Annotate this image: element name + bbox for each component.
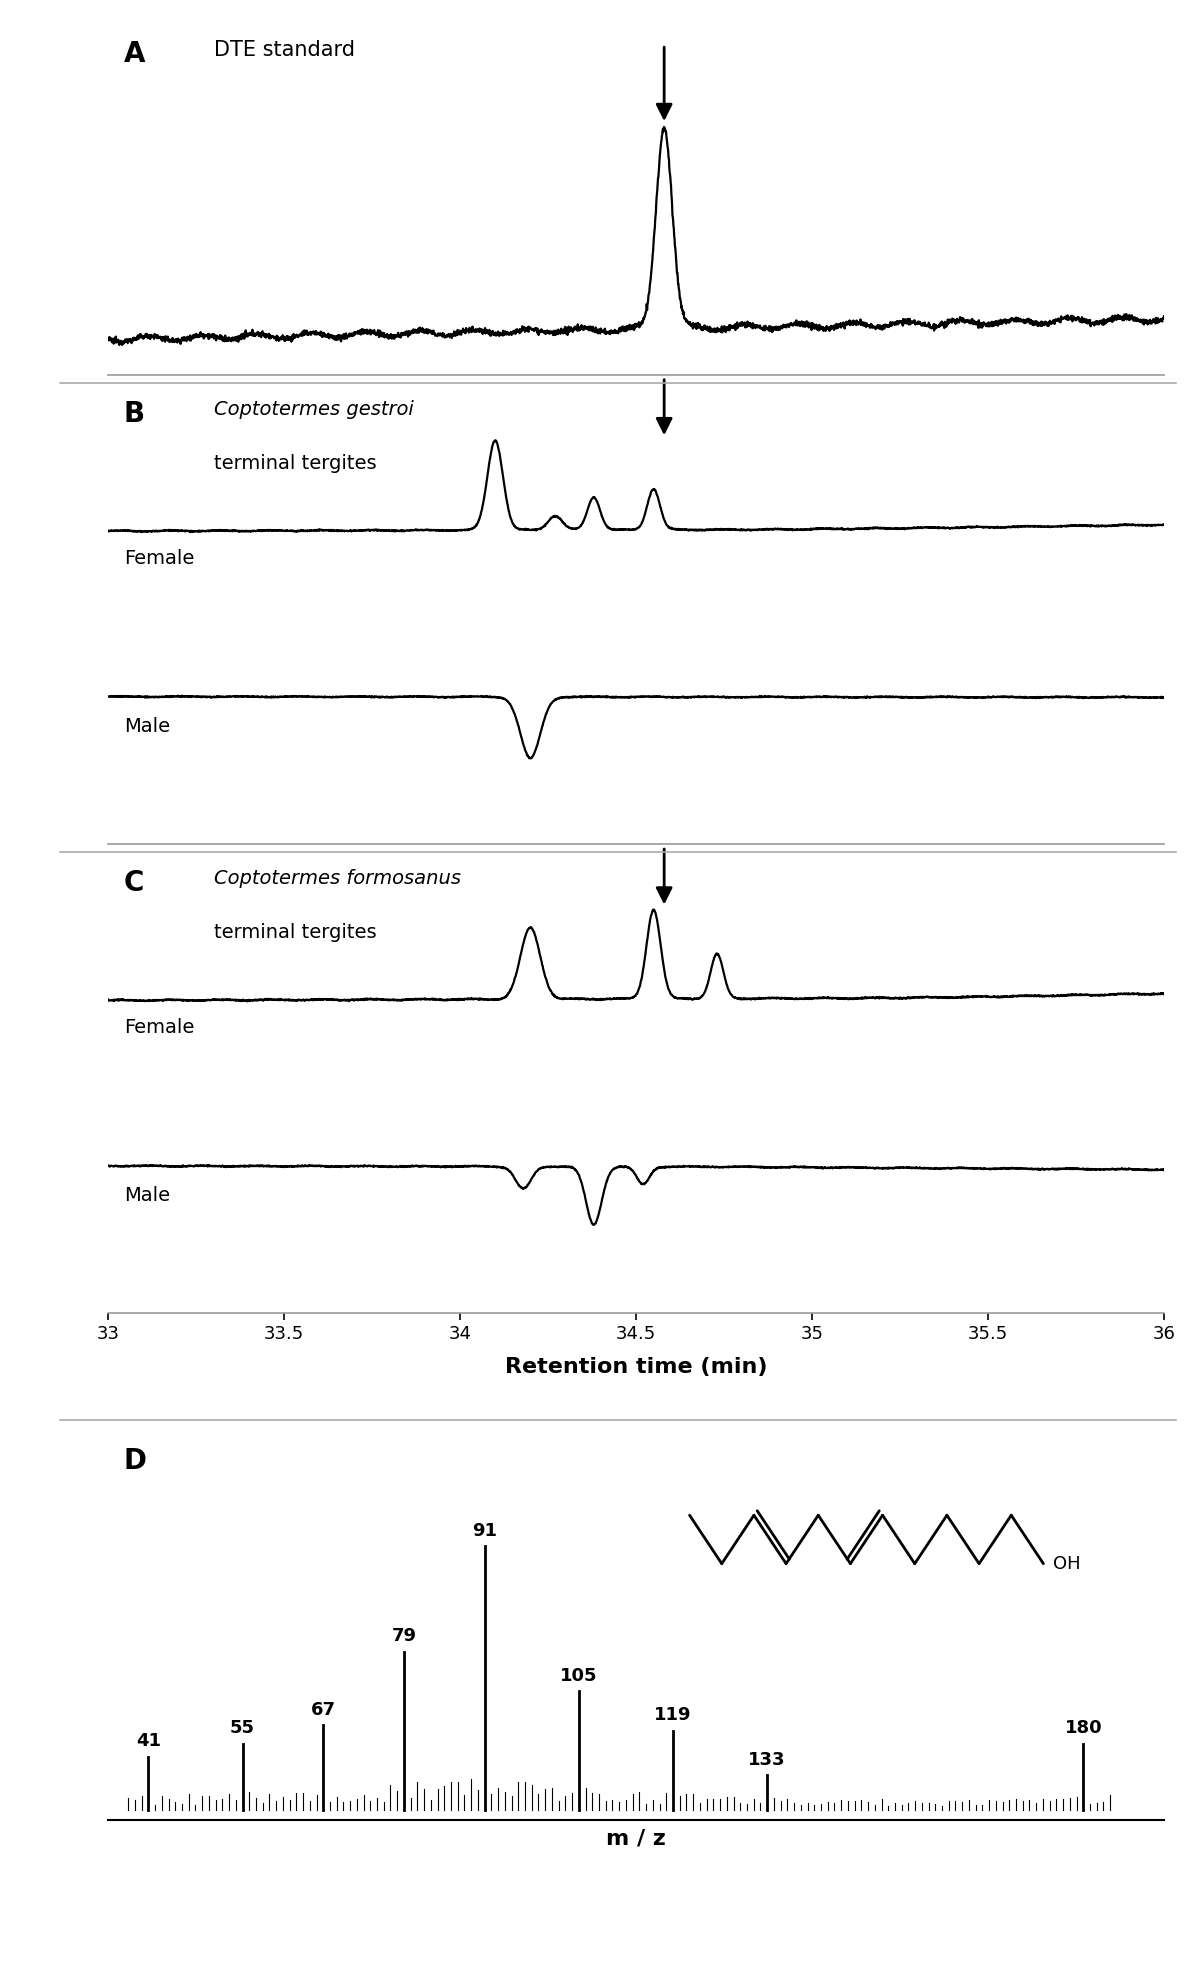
Text: B: B [124,400,145,428]
Text: Female: Female [124,548,194,568]
Text: terminal tergites: terminal tergites [214,923,377,943]
Text: Male: Male [124,716,170,736]
Text: 67: 67 [311,1700,336,1720]
Text: Coptotermes formosanus: Coptotermes formosanus [214,870,461,887]
Text: C: C [124,870,144,897]
Text: 91: 91 [472,1522,497,1540]
X-axis label: m / z: m / z [606,1828,666,1848]
Text: terminal tergites: terminal tergites [214,454,377,473]
Text: Male: Male [124,1185,170,1205]
Text: 133: 133 [749,1751,786,1769]
Text: 79: 79 [391,1627,416,1645]
Text: Female: Female [124,1018,194,1037]
Text: Coptotermes gestroi: Coptotermes gestroi [214,400,413,418]
Text: 180: 180 [1064,1720,1102,1737]
Text: 41: 41 [136,1731,161,1751]
X-axis label: Retention time (min): Retention time (min) [505,1357,767,1376]
Text: 119: 119 [654,1706,691,1724]
Text: 55: 55 [230,1720,256,1737]
Text: DTE standard: DTE standard [214,39,355,59]
Text: A: A [124,39,145,67]
Text: D: D [124,1447,146,1475]
Text: 105: 105 [560,1666,598,1684]
Text: OH: OH [1052,1554,1080,1572]
